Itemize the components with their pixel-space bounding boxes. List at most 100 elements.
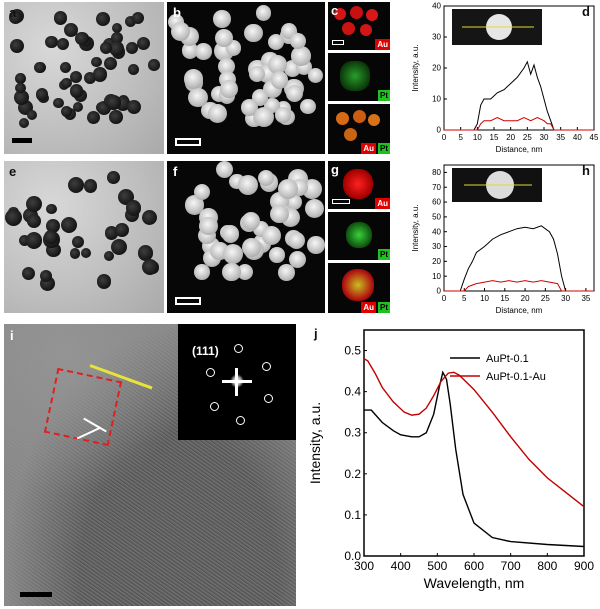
panel-i-hrtem-image: i (111) bbox=[4, 324, 296, 606]
nanoparticle bbox=[109, 40, 125, 56]
nanoparticle bbox=[241, 238, 261, 258]
nanoparticle bbox=[60, 62, 72, 74]
nanoparticle bbox=[257, 169, 275, 187]
x-tick-label: 300 bbox=[354, 559, 374, 573]
nanoparticle bbox=[270, 71, 288, 89]
nanoparticle bbox=[136, 36, 150, 50]
x-tick-label: 5 bbox=[462, 294, 467, 303]
y-tick-label: 0 bbox=[437, 126, 442, 135]
nanoparticle bbox=[307, 236, 325, 254]
x-tick-label: 25 bbox=[541, 294, 550, 303]
series-line-1 bbox=[444, 280, 594, 292]
nanoparticle bbox=[60, 217, 77, 234]
x-tick-label: 40 bbox=[573, 133, 582, 142]
nanoparticle bbox=[277, 178, 298, 199]
nanoparticle bbox=[45, 35, 59, 49]
nanoparticle bbox=[291, 46, 311, 66]
chart-j: 300 400 500 600 700 800 900 0.0 0.1 0.2 0.3 0.4 0.5 W… bbox=[307, 329, 594, 591]
eds-map-au-c: c Au bbox=[328, 2, 390, 50]
nanoparticle bbox=[93, 67, 108, 82]
panel-c-eds-maps: c Au Pt Au Pt bbox=[328, 2, 390, 154]
legend-label: AuPt-0.1-Au bbox=[486, 371, 546, 383]
x-tick-label: 500 bbox=[427, 559, 447, 573]
nanoparticle bbox=[61, 78, 72, 89]
eds-tag-pt-g-overlay: Pt bbox=[378, 302, 390, 313]
nanoparticle bbox=[300, 98, 316, 115]
nanoparticle bbox=[222, 243, 244, 265]
eds-tag-pt-c-overlay: Pt bbox=[378, 143, 390, 154]
nanoparticle bbox=[171, 22, 190, 42]
y-axis-label: Intensity, a.u. bbox=[411, 205, 420, 252]
series-line-1 bbox=[444, 117, 594, 131]
x-tick-label: 10 bbox=[473, 133, 482, 142]
nanoparticle bbox=[35, 88, 49, 102]
panel-f-haadf-image: f bbox=[167, 161, 325, 313]
nanoparticle bbox=[69, 70, 82, 83]
y-tick-label: 0 bbox=[437, 287, 442, 296]
panel-b-label: b bbox=[173, 5, 181, 20]
nanoparticle bbox=[4, 209, 22, 227]
nanoparticle bbox=[46, 204, 57, 215]
nanoparticle bbox=[114, 223, 129, 238]
series-line-0 bbox=[444, 60, 594, 131]
nanoparticle bbox=[269, 247, 285, 263]
nanoparticle bbox=[15, 82, 26, 94]
panel-d-label: d bbox=[582, 4, 590, 19]
nanoparticle bbox=[111, 23, 122, 34]
nanoparticle bbox=[83, 179, 97, 193]
panel-c-label: c bbox=[331, 3, 339, 18]
x-tick-label: 35 bbox=[581, 294, 590, 303]
x-tick-label: 45 bbox=[590, 133, 598, 142]
nanoparticle bbox=[107, 171, 120, 185]
y-tick-label: 70 bbox=[432, 183, 441, 192]
x-tick-label: 20 bbox=[506, 133, 515, 142]
panel-a-label: a bbox=[9, 5, 17, 20]
x-axis-label: Distance, nm bbox=[496, 306, 543, 315]
fft-label: (111) bbox=[192, 344, 219, 358]
eds-map-pt-g: Pt bbox=[328, 212, 390, 260]
nanoparticle bbox=[75, 31, 89, 46]
x-axis-label: Wavelength, nm bbox=[424, 575, 525, 591]
nanoparticle bbox=[214, 29, 233, 47]
nanoparticle bbox=[237, 263, 254, 280]
scale-bar-g bbox=[332, 199, 350, 204]
nanoparticle bbox=[13, 89, 29, 105]
panel-f-label: f bbox=[173, 164, 178, 179]
nanoparticle bbox=[222, 262, 241, 282]
y-tick-label: 0.3 bbox=[344, 426, 361, 440]
nanoparticle bbox=[96, 11, 111, 26]
nanoparticle bbox=[137, 245, 154, 261]
y-tick-label: 50 bbox=[432, 213, 441, 222]
panel-i-label: i bbox=[10, 328, 14, 343]
eds-tag-au-g: Au bbox=[375, 198, 390, 209]
nanoparticle bbox=[248, 65, 266, 83]
nanoparticle bbox=[242, 212, 261, 231]
y-tick-label: 60 bbox=[432, 198, 441, 207]
y-tick-label: 10 bbox=[432, 272, 441, 281]
nanoparticle bbox=[110, 238, 128, 256]
nanoparticle bbox=[57, 38, 70, 51]
nanoparticle bbox=[278, 264, 295, 281]
x-tick-label: 700 bbox=[501, 559, 521, 573]
eds-tag-au-c: Au bbox=[375, 39, 390, 50]
nanoparticle bbox=[110, 31, 123, 44]
series-line-aupt-0-1-au bbox=[363, 358, 585, 508]
nanoparticle bbox=[26, 109, 38, 121]
nanoparticle bbox=[221, 224, 240, 243]
nanoparticle bbox=[67, 177, 84, 194]
y-tick-label: 0.2 bbox=[344, 467, 361, 481]
nanoparticle bbox=[80, 247, 91, 258]
panel-d-line-profile: 0 5 10 15 20 25 30 35 40 45 0 10 20 30 40 Distance, nm I… bbox=[392, 2, 598, 158]
nanoparticle bbox=[96, 274, 112, 289]
nanoparticle bbox=[19, 234, 31, 246]
nanoparticle bbox=[125, 200, 141, 216]
panel-h-label: h bbox=[582, 163, 590, 178]
eds-tag-au-g-overlay: Au bbox=[361, 302, 376, 313]
nanoparticle bbox=[241, 99, 258, 116]
eds-map-pt-c: Pt bbox=[328, 53, 390, 101]
nanoparticle bbox=[91, 56, 102, 68]
eds-tag-au-c-overlay: Au bbox=[361, 143, 376, 154]
nanoparticle bbox=[194, 264, 210, 280]
nanoparticle bbox=[25, 232, 43, 249]
y-tick-label: 40 bbox=[432, 227, 441, 236]
